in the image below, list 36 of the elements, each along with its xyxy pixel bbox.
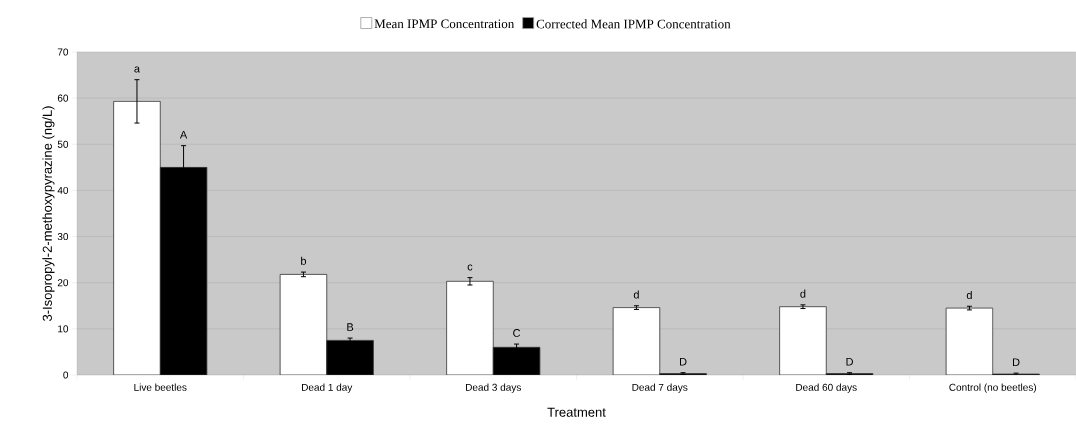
data-label: A — [179, 130, 188, 139]
y-tick-label: 30 — [57, 233, 69, 241]
legend-label: Mean IPMP Concentration — [374, 19, 515, 29]
y-tick-label: 10 — [58, 325, 69, 333]
y-tick-label: 20 — [57, 279, 69, 287]
bar — [612, 307, 661, 375]
y-tick-label: 40 — [57, 186, 69, 194]
data-label: b — [301, 256, 307, 265]
data-label: C — [513, 329, 521, 337]
legend-label: Corrected Mean IPMP Concentration — [536, 19, 731, 29]
x-tick-label: Control (no beetles) — [949, 383, 1037, 393]
bar — [446, 280, 494, 375]
x-tick-label: Dead 3 days — [466, 383, 521, 393]
x-tick-label: Live beetles — [134, 383, 187, 391]
data-label: d — [966, 290, 972, 300]
data-label: D — [1012, 358, 1020, 366]
data-label: d — [800, 289, 806, 298]
data-label: d — [633, 290, 639, 299]
y-axis-title: 3-Isopropyl-2-methoxypyrazine (ng/L) — [42, 106, 55, 321]
y-tick-label: 60 — [57, 94, 69, 102]
data-label: B — [347, 323, 354, 331]
y-tick-label: 50 — [57, 140, 69, 148]
bar — [779, 306, 827, 375]
x-tick-label: Dead 60 days — [796, 383, 857, 393]
bar — [279, 274, 328, 375]
y-tick-label: 70 — [57, 48, 69, 56]
bar — [113, 100, 161, 375]
x-tick-label: Dead 7 days — [632, 383, 688, 393]
data-label: D — [846, 357, 853, 366]
data-label: D — [680, 357, 687, 366]
x-axis-title: Treatment — [547, 407, 606, 417]
bar — [945, 307, 994, 375]
data-label: c — [467, 264, 473, 271]
y-tick-label: 0 — [63, 371, 69, 379]
x-tick-label: Dead 1 day — [302, 383, 353, 393]
data-label: a — [134, 66, 141, 73]
